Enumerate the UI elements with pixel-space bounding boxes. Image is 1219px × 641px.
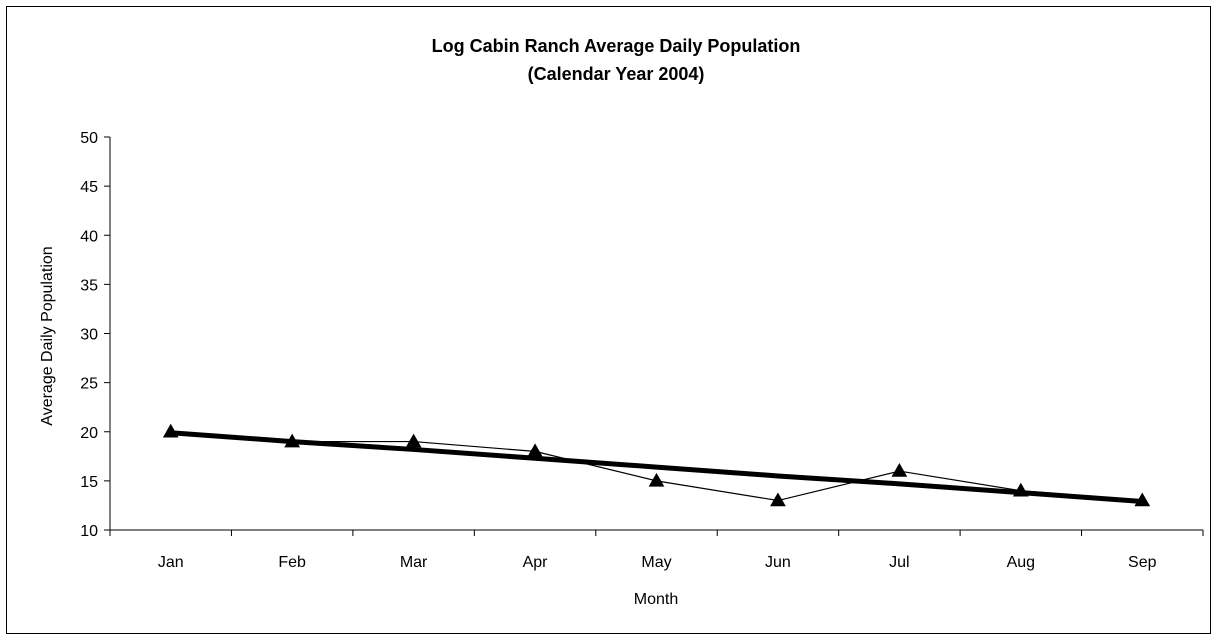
data-point-marker [405,433,422,448]
data-point-marker [891,463,908,477]
y-axis-title: Average Daily Population [39,246,56,425]
x-tick-label: Jul [889,554,909,571]
series-layer [162,423,1151,507]
y-tick-label: 15 [80,474,98,491]
x-tick-label: Jan [158,554,184,571]
y-tick-label: 30 [80,327,98,344]
x-tick-label: Jun [765,554,791,571]
axes: 10 15 20 25 30 35 40 45 50 Jan Feb Mar Apr May Jun Jul A… [80,130,1204,571]
data-point-marker [527,443,543,458]
y-tick-label: 45 [80,179,98,196]
x-tick-label: May [641,554,671,571]
x-tick-label: Mar [400,554,428,571]
chart-frame [6,6,1211,634]
x-axis-title: Month [634,591,678,608]
y-tick-label: 10 [80,523,98,540]
data-point-marker [1012,482,1029,497]
trendline [170,430,1143,505]
y-tick-label: 35 [80,277,98,294]
x-tick-label: Apr [523,554,549,571]
data-point-marker [1134,492,1151,507]
data-point-marker [284,433,301,448]
y-tick-label: 20 [80,425,98,442]
x-tick-label: Feb [278,554,306,571]
y-tick-label: 25 [80,376,98,393]
chart-title: Log Cabin Ranch Average Daily Population [432,36,801,56]
data-point-marker [770,492,786,507]
data-point-marker [162,423,179,438]
y-tick-label: 40 [80,228,98,245]
chart-subtitle: (Calendar Year 2004) [528,64,705,84]
x-tick-label: Sep [1128,554,1157,571]
data-point-marker [648,472,665,487]
x-tick-label: Aug [1007,554,1035,571]
y-tick-label: 50 [80,130,98,147]
